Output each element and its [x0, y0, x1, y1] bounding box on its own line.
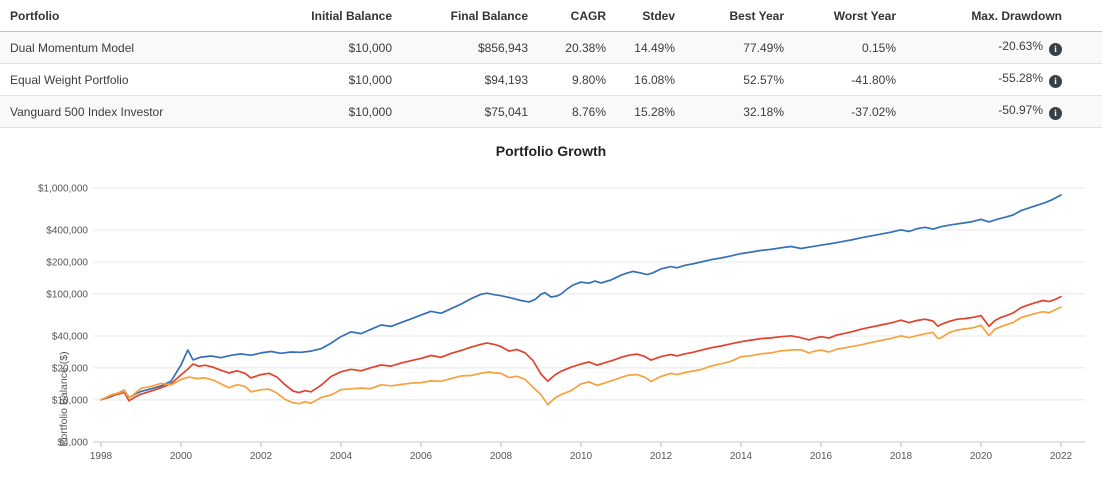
best-year-cell: 77.49% — [685, 31, 794, 64]
x-tick-label: 2006 — [410, 451, 433, 462]
chart-canvas: $4,000 $10,000 $20,000 $40,000 $100,000 $200,… — [38, 183, 1085, 469]
series-line-vanguard-500-index-investor[interactable] — [100, 306, 1062, 406]
col-header-final-balance: Final Balance — [402, 0, 538, 32]
initial-balance-cell: $10,000 — [300, 31, 402, 64]
x-tick-label: 2020 — [970, 451, 993, 462]
table-row: Dual Momentum Model $10,000 $856,943 20.38%… — [0, 31, 1102, 64]
x-tick-label: 2010 — [570, 451, 593, 462]
drawdown-info-icon[interactable]: i — [1049, 75, 1062, 88]
y-tick-label: $40,000 — [52, 332, 89, 343]
portfolio-summary-table: Portfolio Initial Balance Final Balance … — [0, 0, 1102, 128]
cagr-cell: 20.38% — [538, 31, 616, 64]
y-tick-label: $400,000 — [46, 226, 88, 237]
worst-year-cell: -41.80% — [794, 63, 906, 96]
cagr-cell: 8.76% — [538, 95, 616, 128]
portfolio-name-cell: Dual Momentum Model — [0, 31, 300, 64]
x-tick-label: 2018 — [890, 451, 913, 462]
x-tick-label: 2002 — [250, 451, 273, 462]
table-row: Equal Weight Portfolio $10,000 $94,193 9.80… — [0, 63, 1102, 96]
y-axis-tick-labels: $4,000 $10,000 $20,000 $40,000 $100,000 $200,… — [38, 183, 89, 449]
x-axis-title: Year — [578, 467, 600, 469]
final-balance-cell: $75,041 — [402, 95, 538, 128]
x-tick-label: 2008 — [490, 451, 513, 462]
max-drawdown-cell: -55.28% i — [906, 63, 1102, 96]
y-tick-label: $4,000 — [57, 438, 88, 449]
col-header-best-year: Best Year — [685, 0, 794, 32]
worst-year-cell: 0.15% — [794, 31, 906, 64]
col-header-stdev: Stdev — [616, 0, 685, 32]
col-header-initial-balance: Initial Balance — [300, 0, 402, 32]
initial-balance-cell: $10,000 — [300, 95, 402, 128]
col-header-portfolio: Portfolio — [0, 0, 300, 32]
final-balance-cell: $856,943 — [402, 31, 538, 64]
x-tick-label: 2012 — [650, 451, 673, 462]
best-year-cell: 52.57% — [685, 63, 794, 96]
stdev-cell: 16.08% — [616, 63, 685, 96]
y-tick-label: $20,000 — [52, 363, 89, 374]
x-tick-label: 2016 — [810, 451, 833, 462]
y-tick-label: $1,000,000 — [38, 183, 88, 194]
col-header-max-drawdown: Max. Drawdown — [906, 0, 1102, 32]
table-header-row: Portfolio Initial Balance Final Balance … — [0, 0, 1102, 32]
x-tick-label: 1998 — [90, 451, 113, 462]
worst-year-cell: -37.02% — [794, 95, 906, 128]
y-tick-label: $100,000 — [46, 289, 88, 300]
portfolio-growth-chart: $4,000 $10,000 $20,000 $40,000 $100,000 $200,… — [0, 163, 1102, 488]
x-tick-label: 2022 — [1050, 451, 1073, 462]
chart-series-lines — [100, 194, 1062, 406]
drawdown-info-icon[interactable]: i — [1049, 43, 1062, 56]
x-tick-label: 2004 — [330, 451, 353, 462]
x-tick-label: 2014 — [730, 451, 753, 462]
final-balance-cell: $94,193 — [402, 63, 538, 96]
x-tick-label: 2000 — [170, 451, 193, 462]
series-line-dual-momentum-model[interactable] — [100, 194, 1062, 401]
stdev-cell: 15.28% — [616, 95, 685, 128]
cagr-cell: 9.80% — [538, 63, 616, 96]
col-header-cagr: CAGR — [538, 0, 616, 32]
y-tick-label: $10,000 — [52, 395, 89, 406]
max-drawdown-cell: -50.97% i — [906, 95, 1102, 128]
stdev-cell: 14.49% — [616, 31, 685, 64]
chart-gridlines — [93, 187, 1085, 443]
table-row: Vanguard 500 Index Investor $10,000 $75,04… — [0, 95, 1102, 128]
initial-balance-cell: $10,000 — [300, 63, 402, 96]
col-header-worst-year: Worst Year — [794, 0, 906, 32]
x-axis-tick-labels: 1998 2000 2002 2004 2006 2008 2010 2012 2014 2016… — [90, 442, 1073, 462]
chart-title: Portfolio Growth — [495, 143, 607, 159]
drawdown-info-icon[interactable]: i — [1049, 107, 1062, 120]
y-axis-title: Portfolio Balance ($) — [58, 351, 70, 446]
max-drawdown-cell: -20.63% i — [906, 31, 1102, 64]
y-tick-label: $200,000 — [46, 257, 88, 268]
portfolio-name-cell: Equal Weight Portfolio — [0, 63, 300, 96]
series-line-equal-weight-portfolio[interactable] — [100, 295, 1062, 402]
portfolio-name-cell: Vanguard 500 Index Investor — [0, 95, 300, 128]
best-year-cell: 32.18% — [685, 95, 794, 128]
